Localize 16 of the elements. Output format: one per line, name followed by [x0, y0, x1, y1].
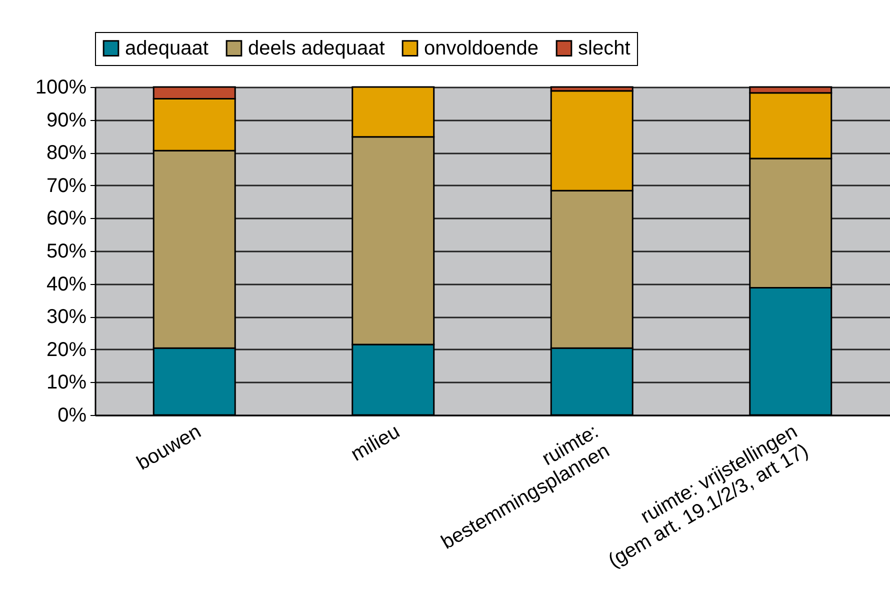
y-tick-label: 40%: [46, 273, 87, 296]
legend-label: slecht: [578, 37, 631, 60]
y-tick-label: 20%: [46, 338, 87, 361]
y-tick-label: 90%: [46, 109, 87, 132]
y-tick-label: 0%: [58, 404, 87, 426]
y-tick-label: 30%: [46, 306, 87, 328]
y-tick-label: 80%: [46, 142, 87, 164]
y-tick-label: 100%: [35, 76, 87, 98]
y-tick-label: 60%: [46, 208, 87, 230]
legend-label: deels adequaat: [248, 37, 386, 60]
y-tick-label: 70%: [46, 174, 87, 197]
y-tick-label: 50%: [46, 240, 87, 262]
x-tick-label: milieu: [347, 420, 404, 466]
legend-label: adequaat: [125, 37, 209, 60]
legend-label: onvoldoende: [424, 37, 539, 60]
y-tick-label: 10%: [46, 372, 87, 394]
